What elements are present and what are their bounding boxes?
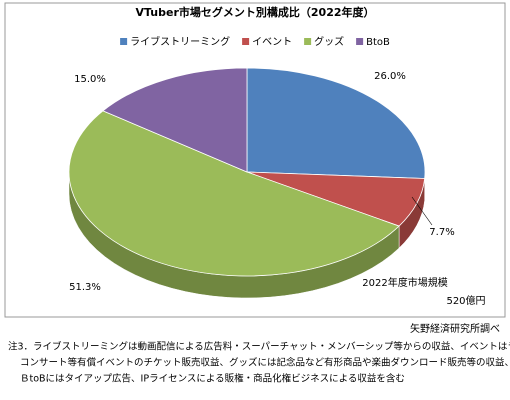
value-label: 51.3% [69, 282, 101, 293]
legend-swatch [242, 38, 250, 45]
slice [102, 67, 248, 173]
legend-label: イベント [252, 36, 292, 48]
source: 矢野経済研究所調べ [410, 322, 500, 335]
note: 注3．ライブストリーミングは動画配信による広告料・スーパーチャット・メンバーシッ… [8, 341, 510, 353]
slice [68, 110, 400, 277]
legend-label: ライブストリーミング [130, 35, 230, 48]
legend-swatch [120, 38, 128, 45]
annotation: 520億円 [446, 294, 485, 307]
legend-swatch [356, 38, 364, 45]
value-label: 26.0% [374, 71, 406, 82]
annotation: 2022年度市場規模 [362, 276, 447, 289]
value-label: 7.7% [429, 227, 454, 238]
legend: ライブストリーミング イベント グッズ BtoB [120, 35, 390, 48]
legend-label: グッズ [314, 35, 344, 48]
value-label: 15.0% [74, 74, 106, 85]
note: ＢtoBにはタイアップ広告、IPライセンスによる販権・商品化権ビジネスによる収益… [20, 373, 405, 385]
legend-swatch [304, 38, 312, 45]
leader-line [411, 196, 433, 226]
note: コンサート等有償イベントのチケット販売収益、グッズには記念品など有形商品や楽曲ダ… [20, 357, 510, 369]
legend-label: BtoB [366, 37, 390, 48]
chart-title: VTuber市場セグメント別構成比（2022年度） [135, 5, 374, 19]
slice [246, 67, 426, 179]
